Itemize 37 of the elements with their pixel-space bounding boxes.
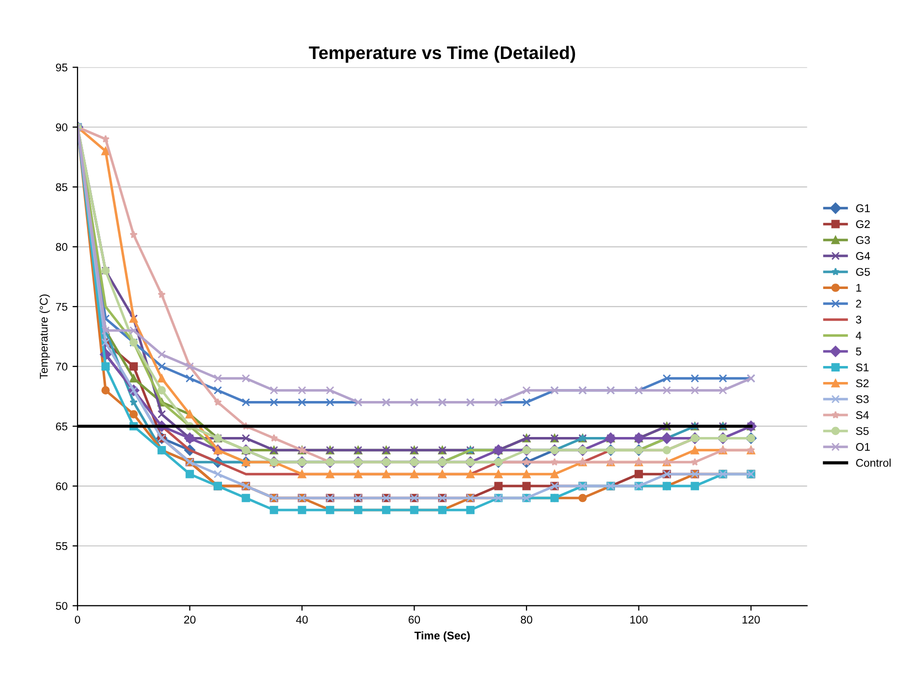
legend-label: G3 (856, 236, 870, 244)
y-tick-label: 55 (56, 542, 68, 550)
legend-label: S1 (856, 363, 869, 372)
y-tick-label: 85 (56, 183, 68, 192)
y-axis-title: Temperature (°C) (40, 294, 50, 379)
x-tick-label: 0 (74, 616, 80, 624)
legend-label: 1 (856, 284, 862, 292)
legend-label: S4 (856, 411, 869, 420)
legend-label: G1 (856, 204, 870, 212)
legend-label: S2 (856, 379, 869, 388)
legend-label: G2 (856, 220, 870, 228)
x-tick-label: 120 (742, 616, 760, 624)
legend-label: G5 (856, 268, 870, 276)
x-tick-label: 40 (296, 616, 308, 624)
y-tick-label: 90 (56, 123, 68, 132)
x-tick-label: 20 (184, 616, 196, 624)
legend-label: Control (856, 458, 891, 467)
y-tick-label: 95 (56, 64, 68, 72)
legend-label: O1 (856, 443, 870, 451)
y-tick-label: 50 (56, 602, 68, 610)
legend-label: S3 (856, 395, 869, 404)
y-tick-label: 65 (56, 422, 68, 430)
legend-label: 2 (856, 300, 862, 308)
y-tick-label: 80 (56, 243, 68, 251)
legend-label: G4 (856, 252, 870, 260)
y-tick-label: 70 (56, 362, 68, 371)
legend-label: S5 (856, 427, 869, 435)
y-tick-label: 60 (56, 482, 68, 490)
x-tick-label: 60 (408, 616, 420, 624)
legend-label: 5 (856, 348, 862, 356)
x-tick-label: 100 (630, 616, 648, 624)
y-tick-label: 75 (56, 302, 68, 311)
chart-title: Temperature vs Time (Detailed) (308, 46, 576, 63)
legend-label: 3 (856, 316, 862, 324)
legend-label: 4 (856, 332, 862, 340)
x-axis-title: Time (Sec) (414, 631, 470, 642)
x-tick-label: 80 (520, 616, 532, 624)
